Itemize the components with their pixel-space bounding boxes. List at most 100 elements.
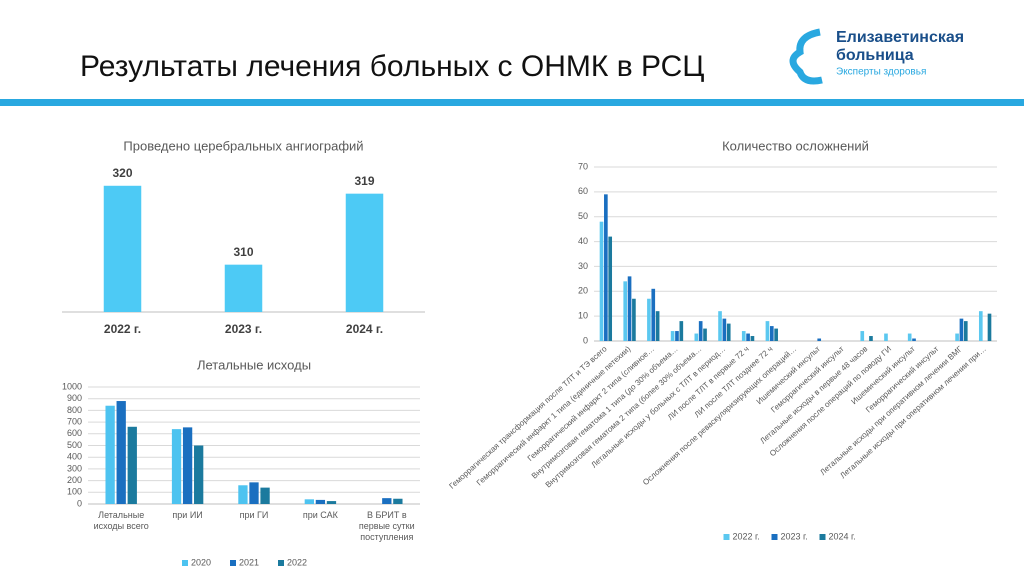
header-bar xyxy=(0,99,1024,106)
bar xyxy=(260,487,270,504)
bar xyxy=(604,194,608,341)
legend-label: 2023 г. xyxy=(781,531,808,541)
bar xyxy=(817,338,822,341)
bar xyxy=(627,276,632,341)
bar xyxy=(774,328,778,341)
bar xyxy=(698,321,703,341)
data-label: 310 xyxy=(233,245,253,259)
y-tick-label: 60 xyxy=(578,186,588,196)
x-tick-label: при САК xyxy=(302,510,338,520)
bar xyxy=(655,311,660,341)
y-tick-label: 700 xyxy=(67,416,82,426)
bar xyxy=(694,333,699,341)
logo-line1: Елизаветинская xyxy=(836,29,964,46)
bar xyxy=(116,401,126,504)
legend-swatch xyxy=(723,534,730,540)
logo-mark xyxy=(789,28,823,85)
bar xyxy=(382,498,392,504)
bar xyxy=(675,331,679,341)
bar xyxy=(608,236,613,341)
y-tick-label: 800 xyxy=(67,405,82,415)
bar xyxy=(769,326,774,341)
bar xyxy=(393,498,403,504)
bar xyxy=(326,501,337,504)
legend-swatch xyxy=(182,560,188,566)
bar xyxy=(171,429,182,504)
bar xyxy=(345,193,384,312)
bar xyxy=(651,288,656,341)
bar xyxy=(869,336,873,341)
chart-title: Проведено церебральных ангиографий xyxy=(123,138,363,153)
x-tick-label-box: при САК xyxy=(302,510,338,520)
bar xyxy=(224,264,263,312)
x-tick-label: В БРИТ в первые сутки поступления xyxy=(358,510,415,542)
bar xyxy=(679,321,684,341)
y-tick-label: 0 xyxy=(583,335,588,345)
chart-title: Количество осложнений xyxy=(722,138,869,153)
logo: Елизаветинская больница Эксперты здоровь… xyxy=(789,28,964,85)
bar xyxy=(182,427,193,504)
legend-swatch xyxy=(230,560,236,566)
x-tick-label: Геморрагический инфаркт 1 типа (единичны… xyxy=(475,344,633,487)
y-tick-label: 1000 xyxy=(62,381,82,391)
x-tick-label: Летальные исходы всего xyxy=(93,510,149,531)
bar xyxy=(623,281,628,341)
y-tick-label: 100 xyxy=(67,487,82,497)
bar xyxy=(955,333,959,341)
x-tick-label: Внутримозговая гематома 2 типа (более 30… xyxy=(544,344,704,489)
slide-title: Результаты лечения больных с ОНМК в РСЦ xyxy=(80,50,705,83)
y-tick-label: 900 xyxy=(67,393,82,403)
x-tick-label: 2022 г. xyxy=(104,322,141,336)
y-tick-label: 300 xyxy=(67,463,82,473)
bar xyxy=(703,328,707,341)
y-tick-label: 200 xyxy=(67,475,82,485)
bar xyxy=(963,321,968,341)
logo-tagline: Эксперты здоровья xyxy=(836,67,926,78)
legend-swatch xyxy=(278,560,284,566)
bar xyxy=(599,221,604,341)
legend-label: 2021 xyxy=(239,557,259,567)
y-tick-label: 30 xyxy=(578,261,588,271)
x-tick-label: 2024 г. xyxy=(346,322,383,336)
bar xyxy=(765,321,770,341)
x-tick-label: при ГИ xyxy=(239,510,269,520)
bar xyxy=(249,482,259,504)
legend-label: 2024 г. xyxy=(829,531,856,541)
bar xyxy=(959,318,964,341)
legend-label: 2022 г. xyxy=(733,531,760,541)
y-tick-label: 600 xyxy=(67,428,82,438)
bar xyxy=(884,333,888,341)
bar xyxy=(105,405,115,504)
bar xyxy=(741,331,746,341)
bar xyxy=(978,311,983,341)
y-tick-label: 70 xyxy=(578,161,588,171)
bar xyxy=(632,298,636,341)
bar xyxy=(718,311,722,341)
legend-swatch xyxy=(771,534,778,540)
x-tick-label: Геморрагическая трансформация после ТЛТ … xyxy=(447,344,609,491)
bar xyxy=(860,331,865,341)
bar xyxy=(912,338,916,341)
bar xyxy=(670,331,675,341)
bar xyxy=(987,313,992,341)
y-tick-label: 40 xyxy=(578,236,588,246)
bar xyxy=(315,499,326,504)
legend-label: 2022 xyxy=(287,557,307,567)
bar xyxy=(238,485,248,504)
bar xyxy=(647,298,651,341)
bar xyxy=(194,445,204,504)
x-tick-label: 2023 г. xyxy=(225,322,262,336)
y-tick-label: 20 xyxy=(578,286,588,296)
bar xyxy=(722,318,727,341)
bar xyxy=(127,426,137,504)
chart-title: Летальные исходы xyxy=(197,357,311,372)
legend-label: 2020 xyxy=(191,557,211,567)
bar xyxy=(726,323,731,341)
legend-swatch xyxy=(819,534,826,540)
x-tick-label-box: Летальные исходы всего xyxy=(93,510,149,531)
bar xyxy=(907,333,912,341)
x-tick-label-box: В БРИТ в первые сутки поступления xyxy=(358,510,415,542)
x-tick-label-box: при ИИ xyxy=(172,510,202,520)
